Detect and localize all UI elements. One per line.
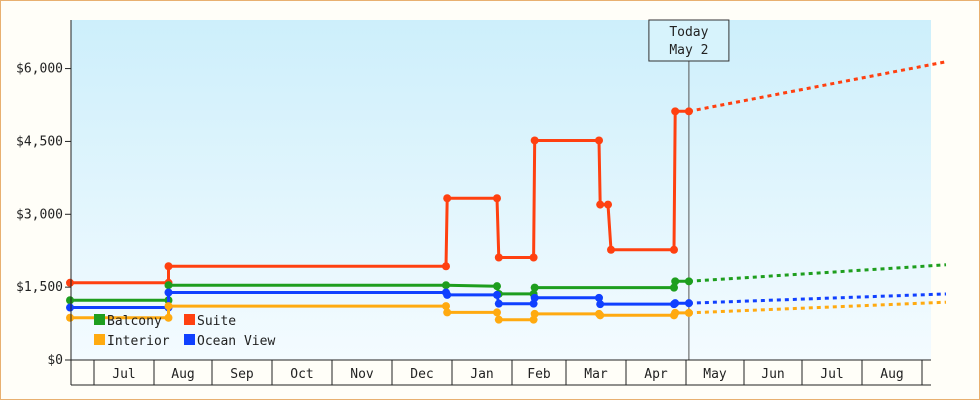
y-tick-label: $4,500	[16, 134, 63, 149]
data-point	[443, 308, 452, 317]
data-point	[442, 302, 450, 311]
data-point	[530, 293, 539, 302]
data-point	[66, 296, 74, 305]
data-point	[493, 290, 501, 299]
data-point	[607, 245, 615, 254]
y-tick-label: $0	[47, 353, 63, 368]
x-tick-label: Oct	[290, 367, 313, 382]
data-point	[164, 262, 173, 271]
data-point	[596, 300, 605, 309]
x-tick-label: Aug	[171, 367, 194, 382]
data-point	[529, 253, 538, 262]
data-point	[671, 107, 680, 116]
x-tick-label: Aug	[880, 367, 903, 382]
data-point	[684, 299, 693, 308]
data-point	[164, 313, 173, 322]
data-point	[670, 245, 678, 254]
data-point	[684, 308, 693, 317]
x-tick-label: Feb	[527, 367, 551, 382]
x-tick-label: Jul	[820, 367, 843, 382]
series-forecast	[688, 60, 947, 113]
legend-label: Ocean View	[197, 334, 275, 349]
x-tick-label: Apr	[644, 367, 668, 382]
data-point	[494, 315, 503, 324]
series-forecast	[688, 300, 947, 315]
data-point	[442, 281, 450, 290]
data-point	[164, 302, 173, 311]
data-point	[530, 136, 539, 145]
data-point	[493, 282, 501, 291]
legend-label: Suite	[197, 314, 236, 329]
x-tick-label: Mar	[584, 367, 608, 382]
today-label: Today	[669, 25, 708, 40]
data-point	[66, 303, 74, 312]
y-tick-label: $1,500	[16, 280, 63, 295]
data-point	[671, 299, 680, 308]
series-forecast	[688, 292, 947, 305]
x-tick-label: Jan	[470, 367, 493, 382]
data-point	[530, 283, 539, 292]
data-point	[595, 293, 603, 302]
x-tick-label: Jul	[112, 367, 135, 382]
data-point	[684, 277, 693, 286]
data-point	[684, 107, 693, 116]
data-point	[671, 308, 680, 317]
series-forecast	[688, 263, 947, 283]
data-point	[443, 194, 452, 203]
data-point	[493, 194, 501, 203]
x-tick-label: Sep	[230, 367, 254, 382]
x-tick-label: Nov	[350, 367, 374, 382]
data-point	[443, 290, 452, 299]
legend-label: Balcony	[107, 314, 162, 329]
legend-swatch	[94, 314, 105, 325]
data-point	[671, 277, 680, 286]
legend-swatch	[94, 334, 105, 345]
x-tick-label: Jun	[761, 367, 784, 382]
data-point	[595, 136, 603, 145]
data-point	[493, 308, 501, 317]
data-point	[596, 311, 605, 320]
x-tick-label: Dec	[410, 367, 433, 382]
legend-swatch	[184, 314, 195, 325]
legend-swatch	[184, 334, 195, 345]
today-box	[648, 19, 730, 62]
data-point	[604, 200, 612, 209]
data-point	[530, 309, 539, 318]
x-tick-label: May	[703, 367, 727, 382]
data-point	[670, 283, 678, 292]
data-point	[164, 288, 173, 297]
series-line	[70, 109, 689, 285]
data-point	[164, 281, 173, 290]
data-point	[66, 278, 74, 287]
data-point	[596, 200, 605, 209]
y-tick-label: $3,000	[16, 207, 63, 222]
data-point	[442, 262, 450, 271]
legend-label: Interior	[107, 334, 170, 349]
y-tick-label: $6,000	[16, 62, 63, 77]
data-point	[66, 313, 74, 322]
data-point	[494, 253, 503, 262]
data-point	[494, 299, 503, 308]
today-date: May 2	[669, 43, 708, 58]
